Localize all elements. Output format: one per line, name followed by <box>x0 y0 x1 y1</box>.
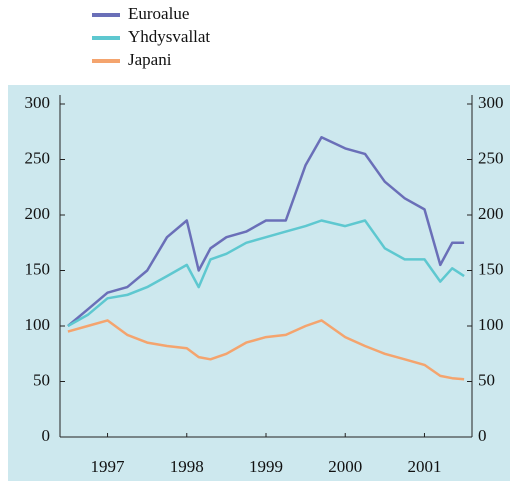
y-tick-label: 250 <box>25 148 51 167</box>
y2-tick-label: 200 <box>478 204 504 223</box>
y-tick-label: 150 <box>25 259 51 278</box>
plot-background <box>8 85 510 481</box>
x-tick-label: 1997 <box>91 457 126 476</box>
y2-tick-label: 100 <box>478 315 504 334</box>
y2-tick-label: 150 <box>478 259 504 278</box>
y2-tick-label: 0 <box>478 426 487 445</box>
y-tick-label: 300 <box>25 93 51 112</box>
x-tick-label: 2001 <box>407 457 441 476</box>
legend-label: Yhdysvallat <box>128 27 210 46</box>
y-tick-label: 100 <box>25 315 51 334</box>
x-tick-label: 1998 <box>170 457 204 476</box>
y2-tick-label: 300 <box>478 93 504 112</box>
y2-tick-label: 250 <box>478 148 504 167</box>
x-tick-label: 2000 <box>328 457 362 476</box>
series-line <box>67 319 465 381</box>
y-tick-label: 0 <box>42 426 51 445</box>
series-line <box>67 136 465 327</box>
y-tick-label: 200 <box>25 204 51 223</box>
legend-label: Japani <box>128 50 172 69</box>
series-line <box>67 219 465 328</box>
x-tick-label: 1999 <box>249 457 283 476</box>
y2-tick-label: 50 <box>478 370 495 389</box>
legend-label: Euroalue <box>128 4 189 23</box>
y-tick-label: 50 <box>33 370 50 389</box>
